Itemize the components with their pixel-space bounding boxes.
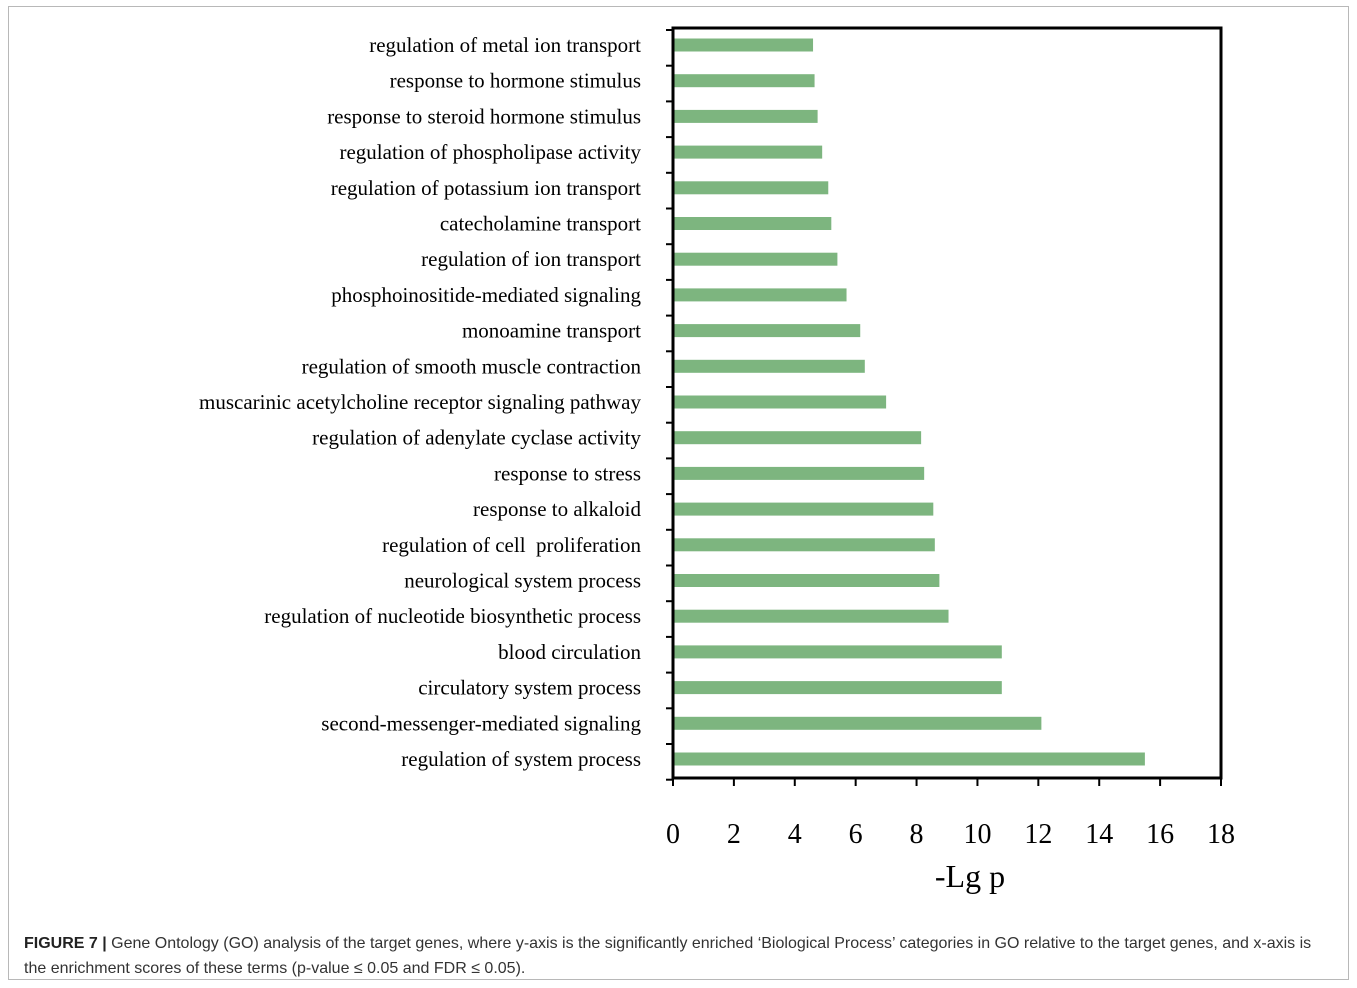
bar [674,324,861,338]
x-ticks: 0 2 4 6 8 10 12 14 16 18 [666,778,1235,850]
bar [674,288,847,302]
category-label: regulation of potassium ion transport [331,176,641,200]
plot-frame [671,26,1223,780]
bar [674,145,823,159]
x-tick-label: 18 [1207,819,1235,850]
category-label: response to alkaloid [473,497,641,521]
bar [674,538,935,552]
x-tick-label: 14 [1085,819,1113,850]
category-label: regulation of nucleotide biosynthetic pr… [264,604,641,628]
bar [674,74,815,88]
x-tick-label: 0 [666,819,680,850]
category-label: regulation of phospholipase activity [339,140,641,164]
bars-group [674,38,1145,766]
bar [674,181,829,195]
category-label: regulation of adenylate cyclase activity [312,426,641,450]
bar [674,466,925,480]
category-labels: regulation of metal ion transport respons… [199,33,641,771]
bar [674,716,1042,730]
category-label: regulation of ion transport [421,247,641,271]
bar [674,217,832,230]
category-label: response to steroid hormone stimulus [327,104,641,128]
category-label: neurological system process [404,569,641,593]
category-label: phosphoinositide-mediated signaling [331,283,641,307]
category-label: second-messenger-mediated signaling [321,711,641,735]
x-tick-label: 2 [727,819,741,850]
category-label: regulation of metal ion transport [369,33,641,57]
bar [674,109,818,123]
category-label: regulation of cell proliferation [382,533,641,557]
bar [674,38,814,52]
category-label: muscarinic acetylcholine receptor signal… [199,390,641,414]
bar [674,645,1002,659]
bar [674,681,1002,695]
bar [674,574,940,587]
x-tick-label: 6 [849,819,863,850]
figure-label: FIGURE 7 | [24,935,107,952]
bar [674,395,887,409]
category-label: monoamine transport [462,319,641,343]
bar [674,359,865,373]
category-label: blood circulation [498,640,641,664]
figure-frame [8,6,1349,980]
x-tick-label: 4 [788,819,802,850]
category-label: catecholamine transport [440,212,641,236]
figure-caption: FIGURE 7 | Gene Ontology (GO) analysis o… [24,931,1329,981]
category-label: regulation of system process [401,747,641,771]
x-tick-label: 16 [1146,819,1174,850]
bar-chart: regulation of metal ion transport respons… [199,26,1235,894]
axes [666,26,1223,781]
x-tick-label: 8 [910,819,924,850]
bar [674,752,1145,766]
category-label: regulation of smooth muscle contraction [302,354,642,378]
x-axis-title: -Lg p [935,858,1005,894]
x-tick-label: 10 [963,819,991,850]
bar [674,502,934,516]
bar [674,252,838,266]
x-tick-label: 12 [1024,819,1052,850]
bar [674,609,949,623]
category-label: circulatory system process [418,676,641,700]
category-label: response to stress [494,461,641,485]
bar [674,431,922,445]
caption-text: Gene Ontology (GO) analysis of the targe… [24,935,1312,977]
category-label: response to hormone stimulus [390,69,641,93]
